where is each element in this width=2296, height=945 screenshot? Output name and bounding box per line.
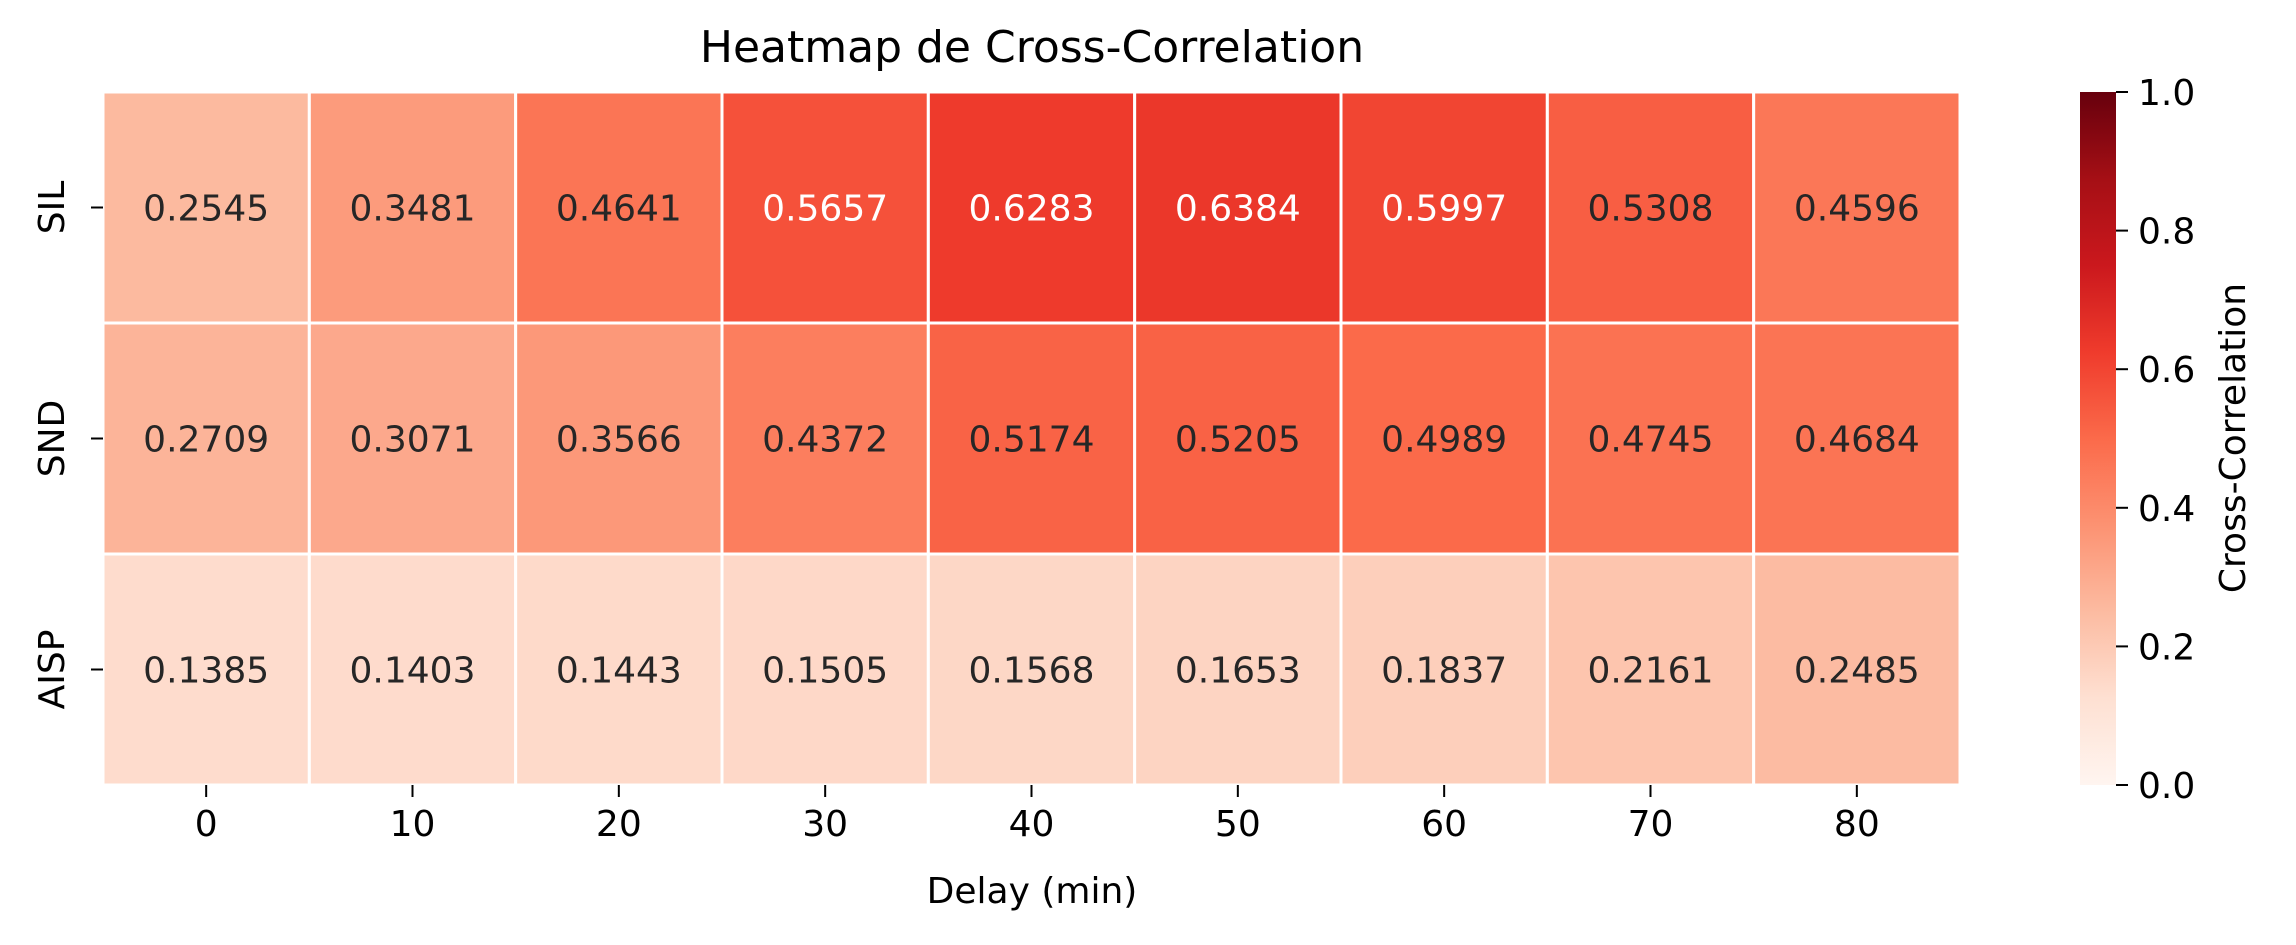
x-tick-label: 0 bbox=[195, 804, 218, 845]
colorbar-tick-label: 1.0 bbox=[2138, 73, 2195, 114]
x-axis: 0 10 20 30 40 50 60 70 80 bbox=[195, 785, 1880, 845]
cell-value-label: 0.2485 bbox=[1794, 651, 1920, 692]
cell-value-label: 0.4641 bbox=[556, 189, 682, 230]
colorbar-tick-label: 0.0 bbox=[2138, 766, 2195, 807]
heatmap-cell bbox=[307, 90, 518, 325]
y-tick-label: SND bbox=[32, 400, 73, 478]
cell-value-label: 0.4684 bbox=[1794, 420, 1920, 461]
y-tick-label: AISP bbox=[32, 630, 73, 710]
cell-value-label: 0.3071 bbox=[350, 420, 476, 461]
heatmap-cell bbox=[720, 90, 930, 325]
cell-value-label: 0.6384 bbox=[1175, 189, 1301, 230]
cell-value-label: 0.1505 bbox=[762, 651, 888, 692]
x-tick-label: 60 bbox=[1421, 804, 1467, 845]
heatmap-cell bbox=[1339, 321, 1549, 556]
heatmap-cell bbox=[926, 552, 1137, 787]
heatmap-cell bbox=[514, 90, 724, 325]
chart-title: Heatmap de Cross-Correlation bbox=[700, 22, 1364, 73]
x-tick-label: 20 bbox=[596, 804, 642, 845]
heatmap-cell bbox=[101, 90, 311, 325]
colorbar-tick-label: 0.2 bbox=[2138, 627, 2195, 668]
cell-value-label: 0.1653 bbox=[1175, 651, 1301, 692]
x-tick-label: 70 bbox=[1628, 804, 1674, 845]
x-tick-label: 10 bbox=[390, 804, 436, 845]
colorbar-tick-label: 0.6 bbox=[2138, 350, 2195, 391]
heatmap-cell bbox=[1752, 321, 1962, 556]
heatmap-cell bbox=[1339, 552, 1549, 787]
cell-value-label: 0.2161 bbox=[1588, 651, 1714, 692]
colorbar: 0.0 0.2 0.4 0.6 0.8 1.0 bbox=[2080, 73, 2195, 807]
cell-value-label: 0.3566 bbox=[556, 420, 682, 461]
heatmap-cell bbox=[720, 321, 930, 556]
cell-value-label: 0.4596 bbox=[1794, 189, 1920, 230]
colorbar-tick-label: 0.8 bbox=[2138, 212, 2195, 253]
cell-value-label: 0.2709 bbox=[143, 420, 269, 461]
x-tick-label: 30 bbox=[802, 804, 848, 845]
cell-value-label: 0.6283 bbox=[969, 189, 1095, 230]
cell-value-label: 0.5308 bbox=[1588, 189, 1714, 230]
heatmap-cell bbox=[1545, 90, 1756, 325]
heatmap-cell bbox=[926, 90, 1137, 325]
y-tick-label: SIL bbox=[32, 181, 73, 235]
x-axis-label: Delay (min) bbox=[927, 871, 1138, 912]
cell-value-label: 0.1443 bbox=[556, 651, 682, 692]
y-axis: SIL SND AISP bbox=[32, 181, 103, 710]
heatmap-cell bbox=[1752, 552, 1962, 787]
cell-value-label: 0.1403 bbox=[350, 651, 476, 692]
heatmap-cell bbox=[720, 552, 930, 787]
cell-value-label: 0.5997 bbox=[1381, 189, 1507, 230]
heatmap-cell bbox=[514, 552, 724, 787]
heatmap-cell bbox=[101, 321, 311, 556]
cell-value-label: 0.5657 bbox=[762, 189, 888, 230]
cell-value-label: 0.5205 bbox=[1175, 420, 1301, 461]
cell-value-label: 0.2545 bbox=[143, 189, 269, 230]
heatmap-cell bbox=[1133, 90, 1343, 325]
heatmap-cell bbox=[101, 552, 311, 787]
colorbar-gradient bbox=[2080, 92, 2116, 785]
x-tick-label: 80 bbox=[1834, 804, 1880, 845]
cell-value-label: 0.1837 bbox=[1381, 651, 1507, 692]
heatmap-cell bbox=[926, 321, 1137, 556]
x-tick-label: 40 bbox=[1009, 804, 1055, 845]
cell-value-label: 0.4745 bbox=[1588, 420, 1714, 461]
cell-value-label: 0.3481 bbox=[350, 189, 476, 230]
cell-value-label: 0.4989 bbox=[1381, 420, 1507, 461]
heatmap-cell bbox=[307, 552, 518, 787]
cell-value-label: 0.1385 bbox=[143, 651, 269, 692]
colorbar-tick-label: 0.4 bbox=[2138, 489, 2195, 530]
cell-value-label: 0.1568 bbox=[969, 651, 1095, 692]
colorbar-label: Cross-Correlation bbox=[2213, 283, 2254, 593]
cell-value-label: 0.4372 bbox=[762, 420, 888, 461]
x-tick-label: 50 bbox=[1215, 804, 1261, 845]
heatmap-cell bbox=[1545, 321, 1756, 556]
cell-value-label: 0.5174 bbox=[969, 420, 1095, 461]
heatmap-cells: 0.2545 0.3481 0.4641 0.5657 0.6283 0.6384 0.59… bbox=[101, 90, 1962, 787]
heatmap-cell bbox=[514, 321, 724, 556]
